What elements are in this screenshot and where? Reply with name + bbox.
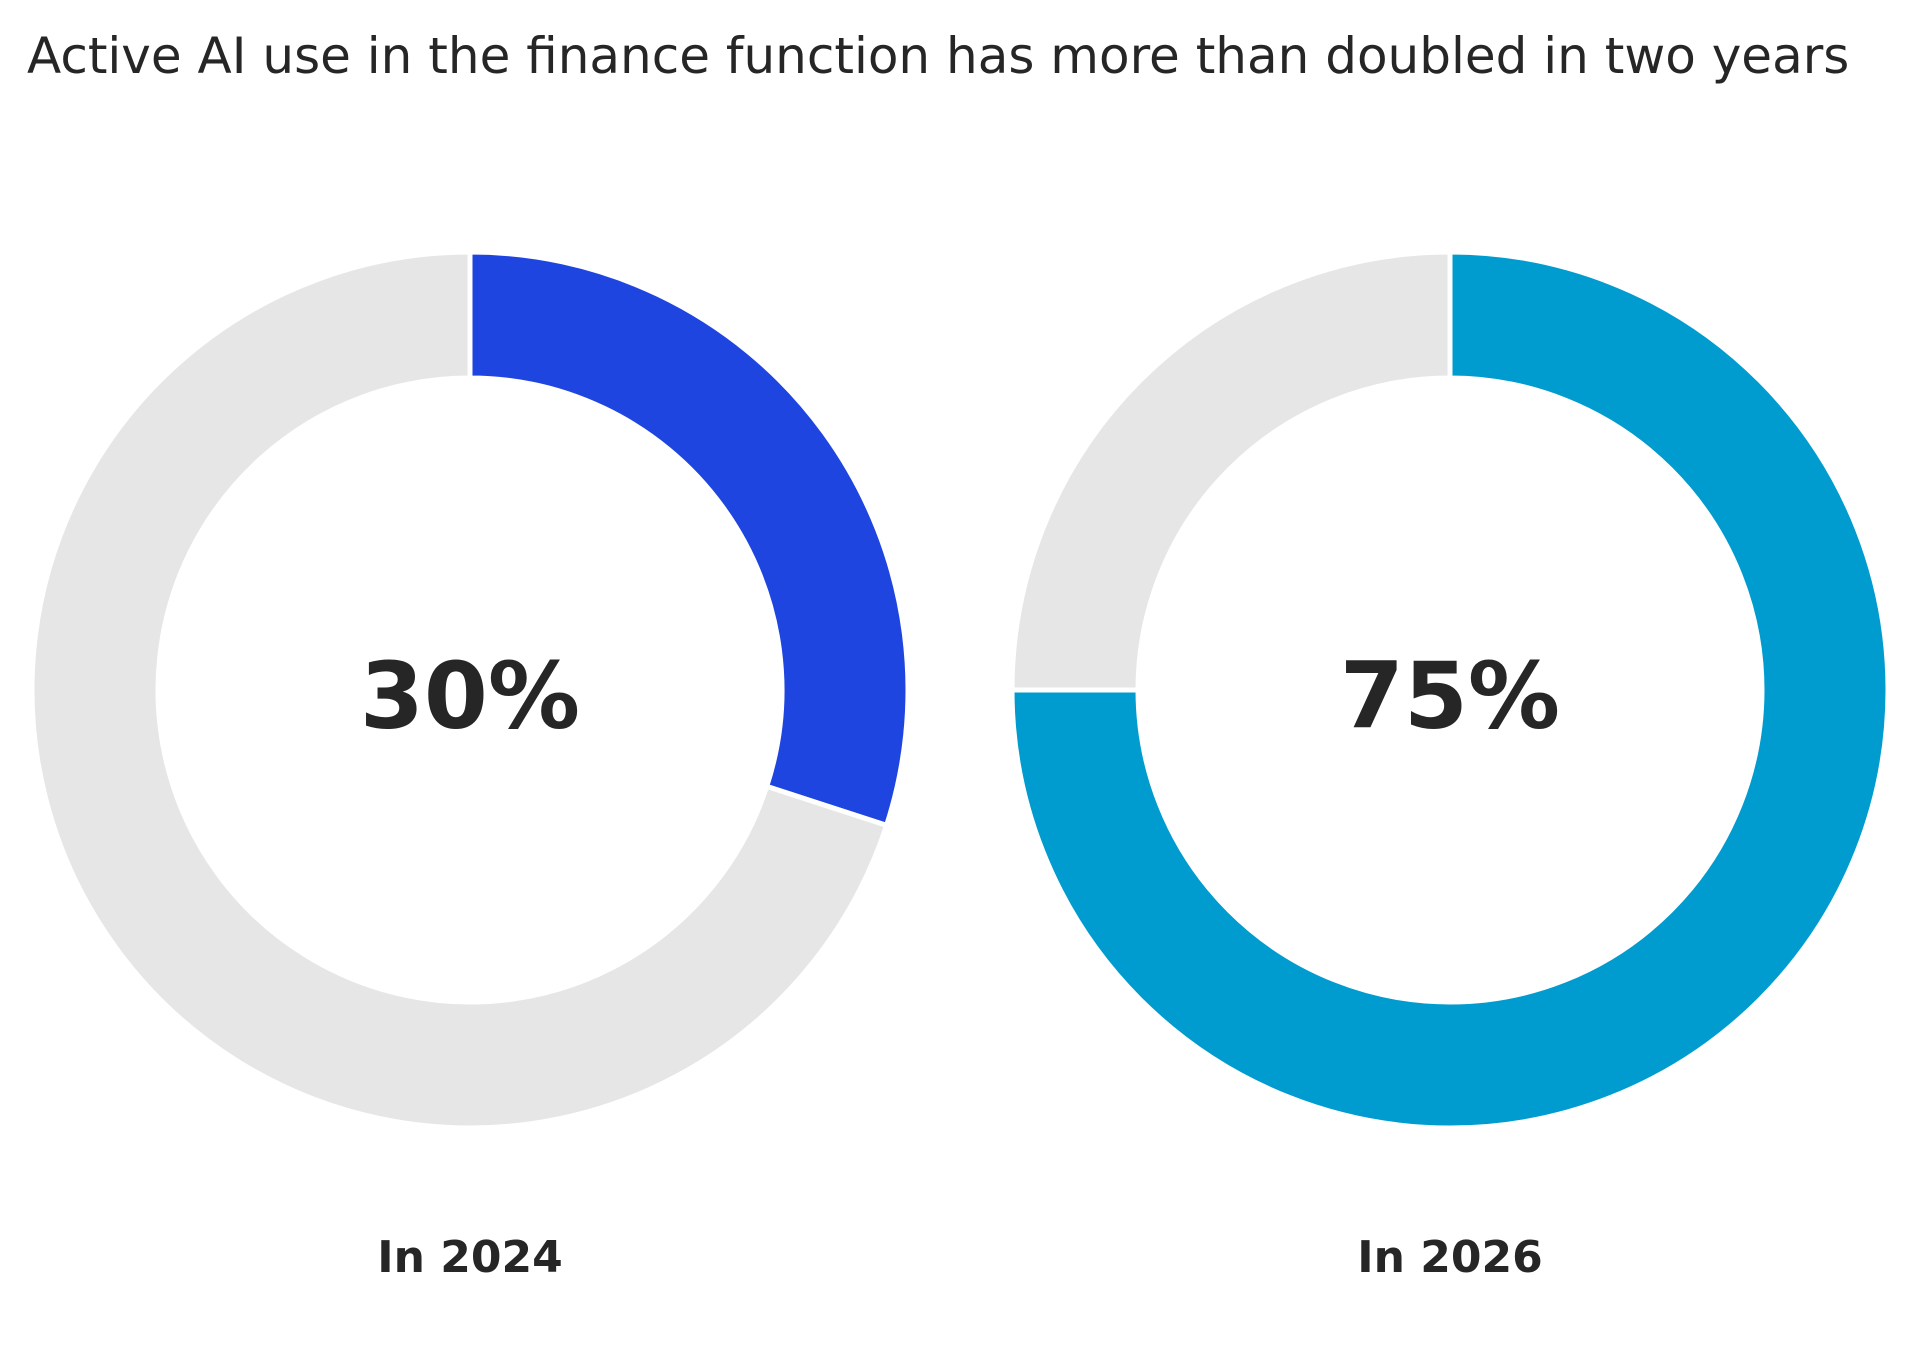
donut-2024-value-label: 30% bbox=[360, 642, 580, 749]
chart-title: Active AI use in the finance function ha… bbox=[27, 27, 1850, 85]
donut-chart-2026: 75% bbox=[980, 240, 1920, 1131]
donut-slice-remainder bbox=[29, 249, 890, 1131]
donut-2026-value-label: 75% bbox=[1340, 642, 1560, 749]
donut-2024-slices bbox=[29, 249, 911, 1131]
donut-2026-caption: In 2026 bbox=[1357, 1232, 1543, 1283]
donut-chart-2024: 30% bbox=[0, 240, 940, 1131]
donut-slice-value bbox=[1009, 249, 1891, 1131]
donut-2024-svg: 30% bbox=[29, 249, 911, 1131]
donut-2026-svg: 75% bbox=[1009, 249, 1891, 1131]
donut-2026-slices bbox=[1009, 249, 1891, 1131]
donut-slice-remainder bbox=[1009, 249, 1453, 693]
donut-slice-value bbox=[467, 249, 911, 829]
donut-2024-caption: In 2024 bbox=[377, 1232, 563, 1283]
